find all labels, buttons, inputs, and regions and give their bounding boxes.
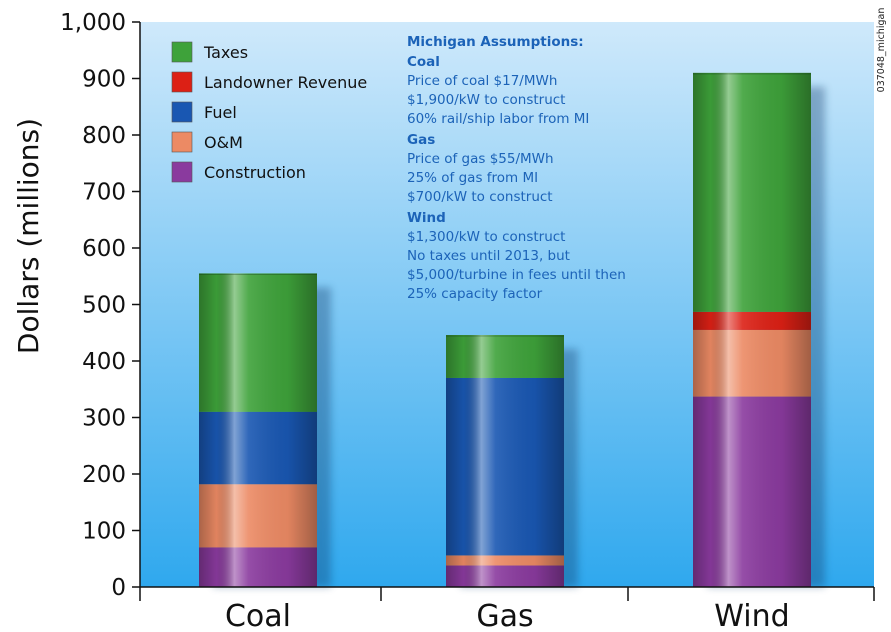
- legend-swatch-taxes: [171, 41, 193, 63]
- y-tick-label: 1,000: [60, 10, 126, 36]
- bar-sheen: [199, 273, 317, 587]
- annotation-line: $5,000/turbine in fees until then: [407, 267, 626, 283]
- annotation-line: $700/kW to construct: [407, 189, 553, 205]
- y-tick-label: 500: [82, 293, 126, 319]
- annotation-heading-coal: Coal: [407, 54, 440, 70]
- annotation-line: 60% rail/ship labor from MI: [407, 111, 589, 127]
- bars-group: [199, 72, 811, 588]
- legend-label-oandm: O&M: [204, 133, 243, 152]
- y-tick-label: 900: [82, 67, 126, 93]
- annotation-heading-gas: Gas: [407, 132, 435, 148]
- legend-label-taxes: Taxes: [203, 43, 248, 62]
- bar-sheen: [693, 72, 811, 588]
- y-tick-label: 400: [82, 349, 126, 375]
- legend-label-fuel: Fuel: [204, 103, 237, 122]
- assumptions-annotation: Michigan Assumptions: Coal Price of coal $…: [407, 34, 626, 302]
- legend-swatch-oandm: [171, 131, 193, 153]
- y-tick-label: 0: [111, 575, 126, 601]
- annotation-line: $1,900/kW to construct: [407, 92, 565, 108]
- y-axis-label: Dollars (millions): [12, 118, 45, 354]
- legend-swatch-landowner-revenue: [171, 71, 193, 93]
- legend-label-construction: Construction: [204, 163, 306, 182]
- bar-sheen: [446, 335, 564, 587]
- legend-swatch-fuel: [171, 101, 193, 123]
- y-tick-label: 200: [82, 462, 126, 488]
- annotation-line: $1,300/kW to construct: [407, 229, 565, 245]
- annotation-line: No taxes until 2013, but: [407, 248, 570, 264]
- annotation-line: 25% capacity factor: [407, 286, 543, 302]
- y-tick-label: 800: [82, 123, 126, 149]
- annotation-heading-wind: Wind: [407, 210, 446, 226]
- y-tick-label: 300: [82, 406, 126, 432]
- annotation-line: Price of gas $55/MWh: [407, 151, 554, 167]
- legend-label-landowner-revenue: Landowner Revenue: [204, 73, 367, 92]
- y-tick-label: 700: [82, 180, 126, 206]
- y-tick-label: 600: [82, 236, 126, 262]
- category-label-wind: Wind: [714, 599, 789, 632]
- category-label-coal: Coal: [225, 599, 291, 632]
- side-tag: 037048_michigan: [876, 8, 887, 93]
- x-ticks: Coal Gas Wind: [139, 587, 875, 632]
- y-tick-label: 100: [82, 519, 126, 545]
- y-ticks: 0 100 200 300 400 500 600 700 800 900 1,000: [60, 10, 140, 601]
- category-label-gas: Gas: [476, 599, 533, 632]
- legend-swatch-construction: [171, 161, 193, 183]
- annotation-title: Michigan Assumptions:: [407, 34, 584, 50]
- annotation-line: Price of coal $17/MWh: [407, 73, 557, 89]
- legend: Taxes Landowner Revenue Fuel O&M Constructio…: [171, 41, 367, 183]
- annotation-line: 25% of gas from MI: [407, 170, 538, 186]
